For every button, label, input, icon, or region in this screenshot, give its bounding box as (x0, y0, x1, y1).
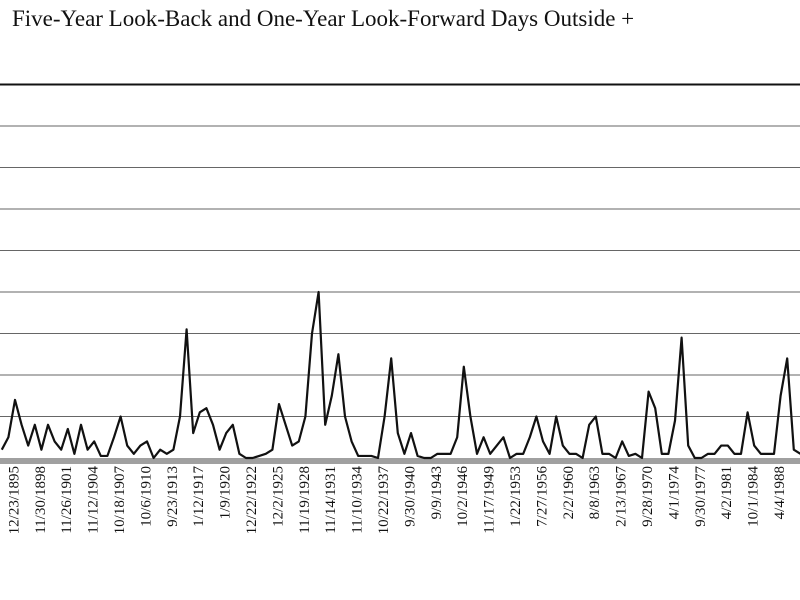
x-tick-label: 11/26/1901 (59, 466, 75, 534)
x-tick-label: 1/9/1920 (218, 466, 234, 519)
x-tick-label: 1/12/1917 (191, 466, 207, 527)
x-tick-label: 1/22/1953 (508, 466, 524, 527)
x-tick-label: 9/23/1913 (165, 466, 181, 527)
x-tick-label: 11/14/1931 (323, 466, 339, 534)
x-tick-label: 9/30/1977 (693, 466, 709, 527)
x-tick-label: 9/30/1940 (402, 466, 418, 527)
data-line (0, 290, 800, 460)
x-tick-label: 11/19/1928 (297, 466, 313, 534)
x-tick-label: 10/22/1937 (376, 466, 392, 535)
x-tick-label: 12/2/1925 (270, 466, 286, 527)
x-tick-label: 11/12/1904 (86, 466, 102, 534)
x-tick-label: 11/30/1898 (33, 466, 49, 534)
x-tick-label: 12/23/1895 (6, 466, 22, 534)
x-tick-label: 9/28/1970 (640, 466, 656, 527)
x-tick-label: 11/17/1949 (482, 466, 498, 534)
x-tick-label: 10/6/1910 (138, 466, 154, 527)
x-tick-label: 10/18/1907 (112, 466, 128, 535)
x-tick-label: 4/4/1988 (772, 466, 788, 519)
x-tick-label: 12/22/1922 (244, 466, 260, 534)
x-tick-label: 9/9/1943 (429, 466, 445, 519)
x-tick-label: 4/1/1974 (666, 466, 682, 520)
x-tick-label: 4/2/1981 (719, 466, 735, 519)
chart-title: Five-Year Look-Back and One-Year Look-Fo… (12, 6, 634, 31)
x-tick-label: 7/27/1956 (534, 466, 550, 527)
x-tick-label: 10/2/1946 (455, 466, 471, 527)
x-tick-label: 2/13/1967 (614, 466, 630, 527)
x-tick-label: 11/10/1934 (350, 466, 366, 534)
x-tick-label: 8/8/1963 (587, 466, 603, 519)
x-tick-label: 2/2/1960 (561, 466, 577, 519)
x-tick-label: 10/1/1984 (746, 466, 762, 527)
